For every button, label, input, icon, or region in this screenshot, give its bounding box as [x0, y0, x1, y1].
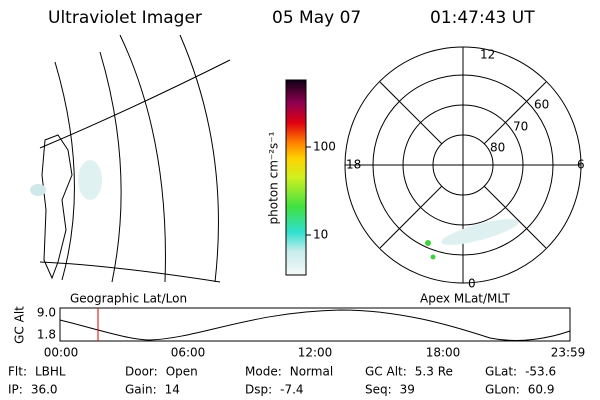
- map-label: Geographic Lat/Lon: [70, 292, 187, 306]
- alt-x-tick: 23:59: [551, 346, 586, 360]
- colorbar-label: photon cm⁻²s⁻¹: [267, 131, 281, 224]
- status-label: Mode:: [245, 365, 282, 379]
- mlt-label: 12: [480, 48, 495, 62]
- status-value: 60.9: [528, 383, 555, 397]
- alt-y-tick: 1.8: [37, 328, 56, 342]
- mlt-label: 6: [577, 158, 585, 172]
- colorbar-tick: 100: [313, 140, 336, 154]
- lat-label: 60: [534, 98, 549, 112]
- status-value: -7.4: [280, 383, 303, 397]
- alt-x-tick: 18:00: [426, 346, 461, 360]
- lat-label: 70: [513, 120, 528, 134]
- alt-y-label: GC Alt: [13, 306, 27, 344]
- status-label: Door:: [125, 365, 158, 379]
- alt-y-tick: 9.0: [37, 306, 56, 320]
- status-value: 39: [400, 383, 415, 397]
- status-panel: Flt: LBHL Door: Open Mode: Normal GC Alt: 5.3 R…: [8, 365, 556, 397]
- alt-curve: [59, 309, 571, 341]
- mlt-label: 0: [468, 277, 476, 291]
- colorbar: [285, 79, 307, 276]
- status-label: Flt:: [8, 365, 27, 379]
- status-value: -53.6: [525, 365, 556, 379]
- polar-grid: [344, 46, 582, 284]
- status-label: Seq:: [365, 383, 392, 397]
- alt-x-tick: 12:00: [298, 346, 333, 360]
- status-label: GC Alt:: [365, 365, 407, 379]
- status-value: Normal: [290, 365, 333, 379]
- status-label: GLat:: [485, 365, 517, 379]
- status-label: Dsp:: [245, 383, 272, 397]
- status-value: LBHL: [35, 365, 66, 379]
- title: Ultraviolet Imager: [48, 8, 202, 28]
- status-value: 36.0: [31, 383, 58, 397]
- alt-plot-frame: [59, 307, 571, 342]
- colorbar-tick: 10: [313, 228, 328, 242]
- status-label: GLon:: [485, 383, 520, 397]
- status-value: 5.3 Re: [415, 365, 453, 379]
- alt-x-tick: 00:00: [44, 346, 79, 360]
- lat-label: 80: [490, 141, 505, 155]
- time: 01:47:43 UT: [430, 8, 535, 28]
- alt-x-tick: 06:00: [171, 346, 206, 360]
- status-value: 14: [165, 383, 180, 397]
- date: 05 May 07: [272, 8, 361, 28]
- status-value: Open: [166, 365, 198, 379]
- status-label: Gain:: [125, 383, 157, 397]
- status-label: IP:: [8, 383, 23, 397]
- mlt-label: 18: [346, 158, 361, 172]
- polar-label: Apex MLat/MLT: [420, 292, 510, 306]
- map: [30, 34, 231, 283]
